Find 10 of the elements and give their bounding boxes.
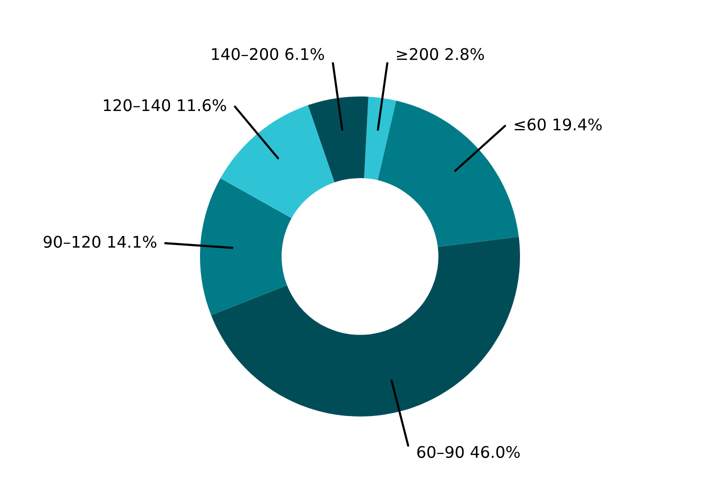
slice-label: 60–90 46.0% (417, 446, 520, 458)
donut-slice (200, 178, 292, 316)
donut-slice (364, 96, 396, 180)
slice-label: ≤60 19.4% (514, 118, 602, 131)
slice-label: 140–200 6.1% (212, 48, 324, 60)
slice-label: 90–120 14.1% (44, 236, 156, 248)
donut-slice (211, 236, 520, 416)
slice-label: ≥200 2.8% (396, 48, 484, 60)
slice-label: 120–140 11.6% (104, 99, 226, 112)
donut-slice (308, 96, 368, 182)
